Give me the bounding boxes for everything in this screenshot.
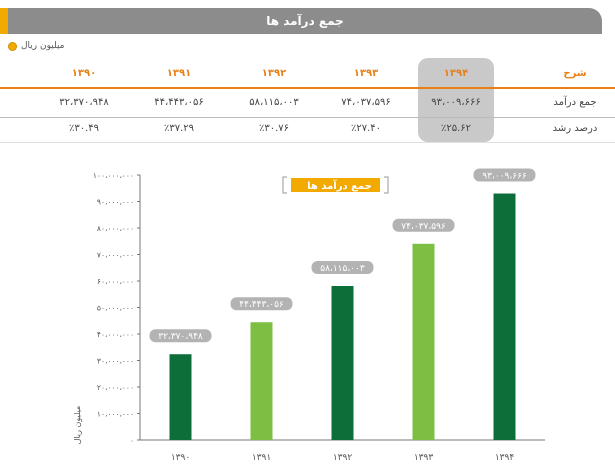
x-tick-label: ۱۳۹۲: [333, 453, 353, 463]
y-tick-label: ۵۰،۰۰۰،۰۰۰: [97, 304, 134, 313]
y-tick-label: ۷۰،۰۰۰،۰۰۰: [97, 251, 134, 260]
title-background: [8, 8, 602, 34]
y-tick-label: ۲۰،۰۰۰،۰۰۰: [97, 383, 134, 392]
x-tick-label: ۱۳۹۱: [252, 453, 271, 463]
data-label-background: [230, 297, 293, 311]
unit-legend: میلیون ریال: [8, 41, 64, 51]
chart-title: جمع درآمد ها: [307, 179, 372, 192]
table-header-cell: ۱۳۹۲: [261, 68, 287, 79]
data-label-background: [149, 329, 212, 343]
table-cell: ٪۳۰.۷۶: [258, 123, 290, 134]
table-cell: ۷۴،۰۳۷،۵۹۶: [341, 97, 391, 108]
bar: [331, 285, 354, 440]
y-tick-label: ۳۰،۰۰۰،۰۰۰: [97, 357, 134, 366]
row-divider: [0, 117, 615, 118]
bullet-icon: [8, 41, 17, 51]
table-cell: ۹۳،۰۰۹،۶۶۶: [431, 97, 481, 108]
data-label: ۴۴،۴۴۳،۰۵۶: [239, 300, 284, 310]
row-divider: [0, 142, 615, 143]
y-tick-label: ۹۰،۰۰۰،۰۰۰: [97, 198, 134, 207]
y-tick-label: ۴۰،۰۰۰،۰۰۰: [97, 330, 134, 339]
unit-label: میلیون ریال: [21, 41, 65, 51]
y-tick-label: ۱۰۰،۰۰۰،۰۰۰: [93, 171, 134, 180]
data-label-background: [311, 260, 374, 274]
table-cell: ٪۲۷.۴۰: [350, 123, 382, 134]
table-header-cell: شرح: [563, 68, 587, 79]
table-cell: ٪۲۵.۶۲: [440, 123, 472, 134]
title-accent: [0, 8, 8, 34]
y-tick-label: ۸۰،۰۰۰،۰۰۰: [97, 224, 134, 233]
bar: [412, 243, 435, 440]
chart-title-background: [291, 178, 380, 192]
data-label: ۷۴،۰۳۷،۵۹۶: [401, 222, 446, 232]
table-row: جمع درآمد ۹۳،۰۰۹،۶۶۶ ۷۴،۰۳۷،۵۹۶ ۵۸،۱۱۵،۰…: [0, 89, 615, 117]
title-bracket-left: [282, 176, 287, 194]
column-highlight: [418, 58, 494, 142]
row-label: جمع درآمد: [553, 97, 597, 108]
bar: [493, 193, 516, 440]
table-header-cell: ۱۳۹۰: [71, 68, 97, 79]
table-cell: ۴۴،۴۴۳،۰۵۶: [154, 97, 204, 108]
data-label: ۵۸،۱۱۵،۰۰۳: [320, 264, 365, 274]
x-tick-label: ۱۳۹۴: [495, 453, 515, 463]
title-bracket-right: [384, 176, 389, 194]
table-row: درصد رشد ٪۲۵.۶۲ ٪۲۷.۴۰ ٪۳۰.۷۶ ٪۳۷.۲۹ ٪۳۰…: [0, 115, 615, 143]
data-label-background: [473, 168, 536, 182]
table-cell: ٪۳۷.۲۹: [163, 123, 195, 134]
row-label: درصد رشد: [552, 123, 598, 134]
x-tick-label: ۱۳۹۳: [414, 453, 434, 463]
x-tick-label: ۱۳۹۰: [171, 453, 190, 463]
page-title: جمع درآمد ها: [266, 14, 344, 28]
data-label: ۳۲،۳۷۰،۹۴۸: [158, 332, 203, 342]
bar: [169, 354, 192, 440]
table-cell: ۳۲،۳۷۰،۹۴۸: [59, 97, 109, 108]
data-label-background: [392, 218, 455, 232]
header-divider: [0, 87, 615, 89]
data-label: ۹۳،۰۰۹،۶۶۶: [482, 172, 527, 182]
table-header-row: شرح ۱۳۹۴ ۱۳۹۳ ۱۳۹۲ ۱۳۹۱ ۱۳۹۰: [0, 60, 615, 88]
table-cell: ٪۳۰.۴۹: [68, 123, 100, 134]
table-cell: ۵۸،۱۱۵،۰۰۳: [249, 97, 299, 108]
y-tick-label: ۱۰،۰۰۰،۰۰۰: [97, 410, 134, 419]
title-bar: جمع درآمد ها: [0, 8, 615, 34]
y-tick-label: ۶۰،۰۰۰،۰۰۰: [97, 277, 134, 286]
bar: [250, 322, 273, 440]
y-tick-label: ۰: [130, 436, 134, 445]
table-header-cell: ۱۳۹۴: [443, 68, 469, 79]
table-header-cell: ۱۳۹۱: [166, 68, 192, 79]
y-axis-title: میلیون ریال: [73, 406, 82, 445]
table-header-cell: ۱۳۹۳: [353, 68, 379, 79]
